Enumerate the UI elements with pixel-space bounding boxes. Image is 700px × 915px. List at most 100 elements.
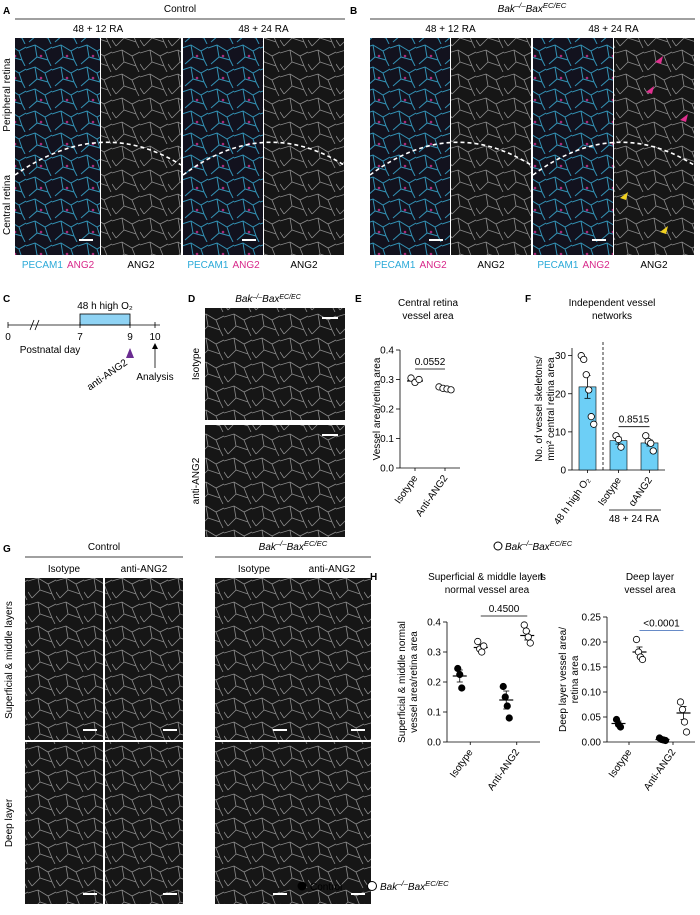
superscript: –/– bbox=[251, 294, 262, 301]
gene: Bax bbox=[408, 882, 426, 893]
panel-label: B bbox=[350, 6, 357, 17]
legend-marker bbox=[367, 881, 377, 891]
column-label: Isotype bbox=[48, 564, 81, 575]
superscript: EC/EC bbox=[279, 294, 301, 301]
row-label: Superficial & middle layers bbox=[4, 601, 15, 719]
exposure-label: 48 h high O₂ bbox=[77, 301, 133, 312]
y-tick-label: 30 bbox=[555, 351, 567, 362]
stain: PECAM1 bbox=[374, 260, 416, 271]
y-tick-label: 0.0 bbox=[427, 738, 441, 749]
superscript: EC/EC bbox=[425, 879, 449, 888]
data-point bbox=[590, 420, 598, 428]
y-tick-label: 0.2 bbox=[427, 678, 441, 689]
micrograph-texture bbox=[215, 742, 293, 904]
y-tick-label: 0.20 bbox=[582, 638, 602, 649]
arrow-marker bbox=[680, 114, 688, 122]
stain: ANG2 bbox=[232, 260, 260, 271]
micrograph-texture bbox=[183, 38, 263, 255]
stain-label: PECAM1 ANG2 bbox=[537, 260, 610, 271]
x-tick-label: Isotype bbox=[448, 747, 476, 780]
condition-label: 48 + 12 RA bbox=[73, 24, 124, 35]
panel-label: F bbox=[525, 294, 531, 305]
data-point bbox=[661, 736, 670, 745]
gene: Bak bbox=[498, 4, 516, 15]
micrograph-texture bbox=[205, 308, 345, 420]
day-label: 7 bbox=[77, 332, 83, 343]
y-tick-label: 20 bbox=[555, 389, 567, 400]
y-tick-label: 10 bbox=[555, 427, 567, 438]
chart-title: Independent vessel bbox=[569, 298, 656, 309]
data-point bbox=[520, 621, 528, 629]
stain-label: ANG2 bbox=[640, 260, 668, 271]
data-point bbox=[503, 702, 511, 710]
superscript: EC/EC bbox=[304, 539, 328, 548]
region-label: Central retina bbox=[2, 175, 13, 235]
data-point bbox=[447, 386, 455, 394]
data-point bbox=[580, 355, 588, 364]
micrograph-texture bbox=[25, 578, 103, 740]
stain: PECAM1 bbox=[22, 260, 64, 271]
data-point bbox=[505, 714, 513, 722]
data-point bbox=[499, 682, 507, 691]
data-point bbox=[582, 371, 590, 379]
group-label: 48 + 24 RA bbox=[609, 514, 660, 525]
x-tick-label: Isotype bbox=[596, 475, 624, 508]
arrow-marker bbox=[646, 86, 654, 94]
comparison-label: 0.8515 bbox=[619, 415, 650, 426]
day-label: 0 bbox=[5, 332, 11, 343]
data-point bbox=[585, 386, 593, 394]
panel-label: C bbox=[3, 294, 10, 305]
comparison-label: <0.0001 bbox=[643, 619, 680, 630]
gene: Bax bbox=[532, 542, 550, 553]
chart-title: Central retina bbox=[398, 298, 458, 309]
micrograph-texture bbox=[370, 38, 450, 255]
micrograph-texture bbox=[25, 742, 103, 904]
stain-label: ANG2 bbox=[290, 260, 318, 271]
bar bbox=[578, 386, 597, 471]
y-axis-label: No. of vessel skeletons/ bbox=[534, 356, 545, 462]
group-label: Control bbox=[88, 542, 120, 553]
y-tick-label: 0.2 bbox=[380, 405, 394, 416]
treatment-label: anti-ANG2 bbox=[85, 357, 130, 393]
data-point bbox=[480, 642, 488, 650]
stain: ANG2 bbox=[67, 260, 95, 271]
x-tick-label: 48 h high O₂ bbox=[552, 475, 593, 527]
y-axis-label: Vessel area/retina area bbox=[372, 357, 383, 460]
data-point bbox=[474, 637, 482, 646]
x-tick-label: Anti-ANG2 bbox=[486, 747, 523, 793]
genotype-label: Bak–/–BaxEC/EC bbox=[259, 539, 328, 554]
data-point bbox=[526, 639, 534, 647]
data-point bbox=[676, 698, 685, 706]
gene: Bax bbox=[262, 294, 280, 305]
stain: ANG2 bbox=[419, 260, 447, 271]
data-point bbox=[524, 633, 532, 641]
day-label: 10 bbox=[149, 332, 161, 343]
superscript: EC/EC bbox=[543, 1, 567, 10]
row-label: Deep layer bbox=[4, 798, 15, 847]
gene: Bak bbox=[259, 542, 277, 553]
arrow-marker bbox=[655, 56, 663, 64]
stain: PECAM1 bbox=[187, 260, 229, 271]
data-point bbox=[407, 374, 415, 382]
y-tick-label: 0.1 bbox=[380, 434, 394, 445]
chart-title: networks bbox=[592, 311, 632, 322]
y-tick-label: 0.3 bbox=[380, 375, 394, 386]
panel-label: I bbox=[540, 572, 543, 583]
y-axis-label: Superficial & middle normal bbox=[397, 621, 408, 743]
y-tick-label: 0.00 bbox=[582, 738, 602, 749]
y-axis-label: Deep layer vessel area/ bbox=[558, 627, 569, 732]
bar bbox=[640, 442, 659, 471]
data-point bbox=[617, 443, 625, 451]
day-label: 9 bbox=[127, 332, 133, 343]
superscript: –/– bbox=[275, 539, 287, 548]
chart-title: vessel area bbox=[402, 311, 454, 322]
chart-title: Superficial & middle layers bbox=[428, 572, 546, 583]
y-tick-label: 0.15 bbox=[582, 663, 602, 674]
x-tick-label: Isotype bbox=[607, 747, 635, 780]
column-label: anti-ANG2 bbox=[309, 564, 356, 575]
arrow-head bbox=[152, 343, 158, 349]
data-point bbox=[647, 439, 655, 447]
column-label: anti-ANG2 bbox=[121, 564, 168, 575]
comparison-label: 0.4500 bbox=[489, 604, 520, 615]
